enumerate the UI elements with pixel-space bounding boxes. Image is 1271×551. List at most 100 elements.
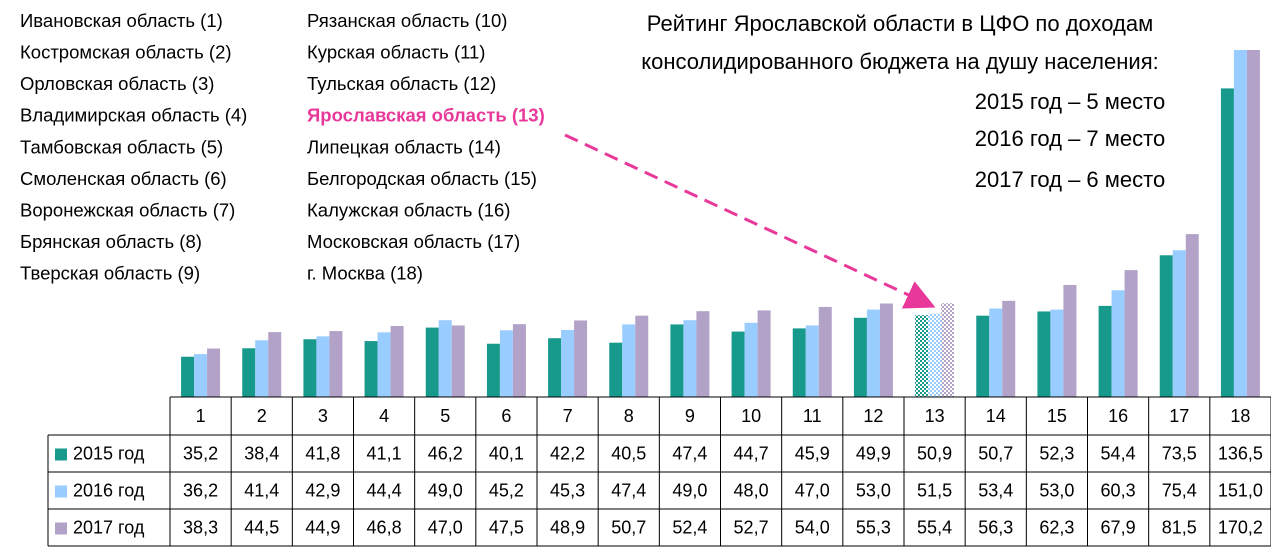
region-label: Тверская область (9) — [20, 263, 200, 284]
value-label: 44,9 — [305, 517, 340, 537]
value-label: 40,1 — [489, 443, 524, 463]
region-label: Липецкая область (14) — [307, 136, 501, 157]
region-label: Калужская область (16) — [307, 199, 510, 220]
value-label: 47,0 — [428, 517, 463, 537]
x-tick-label: 12 — [863, 406, 883, 426]
bar — [561, 329, 575, 397]
value-label: 62,3 — [1039, 517, 1074, 537]
bar — [242, 348, 256, 397]
value-label: 50,7 — [611, 517, 646, 537]
bar — [670, 324, 684, 397]
bar — [207, 348, 221, 397]
bar — [622, 324, 636, 397]
bar — [574, 320, 588, 397]
value-label: 73,5 — [1162, 443, 1197, 463]
bar — [941, 303, 955, 397]
value-label: 47,0 — [795, 480, 830, 500]
value-label: 45,9 — [795, 443, 830, 463]
value-label: 46,8 — [367, 517, 402, 537]
region-label: Тамбовская область (5) — [20, 136, 223, 157]
region-label: Орловская область (3) — [20, 73, 214, 94]
bar — [1246, 50, 1260, 397]
value-label: 49,9 — [856, 443, 891, 463]
region-label: Белгородская область (15) — [307, 168, 537, 189]
x-tick-label: 10 — [741, 406, 761, 426]
value-label: 48,0 — [734, 480, 769, 500]
bar — [1172, 250, 1186, 397]
bar — [548, 338, 562, 397]
value-label: 54,0 — [795, 517, 830, 537]
bar — [696, 311, 710, 397]
bar — [1002, 300, 1016, 397]
value-label: 40,5 — [611, 443, 646, 463]
bar — [451, 325, 465, 397]
value-label: 54,4 — [1101, 443, 1136, 463]
bar — [989, 308, 1003, 397]
region-label: г. Москва (18) — [307, 263, 423, 284]
value-label: 50,9 — [917, 443, 952, 463]
value-label: 170,2 — [1218, 517, 1263, 537]
x-tick-label: 18 — [1230, 406, 1250, 426]
bar — [928, 313, 942, 397]
value-label: 42,9 — [305, 480, 340, 500]
region-label: Рязанская область (10) — [307, 10, 507, 31]
legend-label: 2016 год — [73, 480, 145, 500]
bar — [1185, 234, 1199, 397]
annotation: 2017 год – 6 место — [975, 167, 1165, 192]
bar — [1050, 309, 1064, 397]
value-label: 45,3 — [550, 480, 585, 500]
bar — [879, 303, 893, 397]
bar — [1111, 290, 1125, 397]
bar — [181, 356, 195, 397]
value-label: 60,3 — [1101, 480, 1136, 500]
x-tick-label: 3 — [318, 406, 328, 426]
bar — [635, 315, 649, 397]
bar — [438, 320, 452, 397]
bar — [805, 325, 819, 397]
region-label: Московская область (17) — [307, 231, 520, 252]
bar — [609, 342, 623, 397]
bar — [364, 341, 378, 397]
bar — [731, 331, 745, 397]
value-label: 151,0 — [1218, 480, 1263, 500]
x-tick-label: 6 — [501, 406, 511, 426]
value-label: 38,3 — [183, 517, 218, 537]
bar — [915, 315, 929, 397]
value-label: 47,5 — [489, 517, 524, 537]
x-tick-label: 1 — [196, 406, 206, 426]
value-label: 52,4 — [672, 517, 707, 537]
bar — [255, 340, 269, 397]
value-label: 38,4 — [244, 443, 279, 463]
bar — [194, 354, 208, 397]
bar — [303, 339, 317, 397]
x-tick-label: 16 — [1108, 406, 1128, 426]
bar — [853, 317, 867, 397]
bar — [377, 332, 391, 397]
value-label: 136,5 — [1218, 443, 1263, 463]
x-tick-label: 4 — [379, 406, 389, 426]
bar — [512, 324, 526, 397]
x-tick-label: 8 — [624, 406, 634, 426]
x-tick-label: 13 — [925, 406, 945, 426]
x-tick-label: 15 — [1047, 406, 1067, 426]
value-label: 36,2 — [183, 480, 218, 500]
value-label: 41,8 — [305, 443, 340, 463]
region-label: Смоленская область (6) — [20, 168, 227, 189]
value-label: 42,2 — [550, 443, 585, 463]
bar — [976, 315, 990, 397]
value-label: 53,0 — [856, 480, 891, 500]
value-label: 45,2 — [489, 480, 524, 500]
value-label: 50,7 — [978, 443, 1013, 463]
value-label: 48,9 — [550, 517, 585, 537]
bar — [499, 330, 513, 397]
region-label: Ивановская область (1) — [20, 10, 223, 31]
value-label: 44,4 — [367, 480, 402, 500]
x-tick-label: 11 — [803, 406, 822, 426]
annotation: 2015 год – 5 место — [975, 89, 1165, 114]
annotation: Рейтинг Ярославской области в ЦФО по дох… — [647, 11, 1153, 36]
bar — [757, 310, 771, 397]
value-label: 47,4 — [611, 480, 646, 500]
bar — [329, 331, 343, 397]
value-label: 55,3 — [856, 517, 891, 537]
